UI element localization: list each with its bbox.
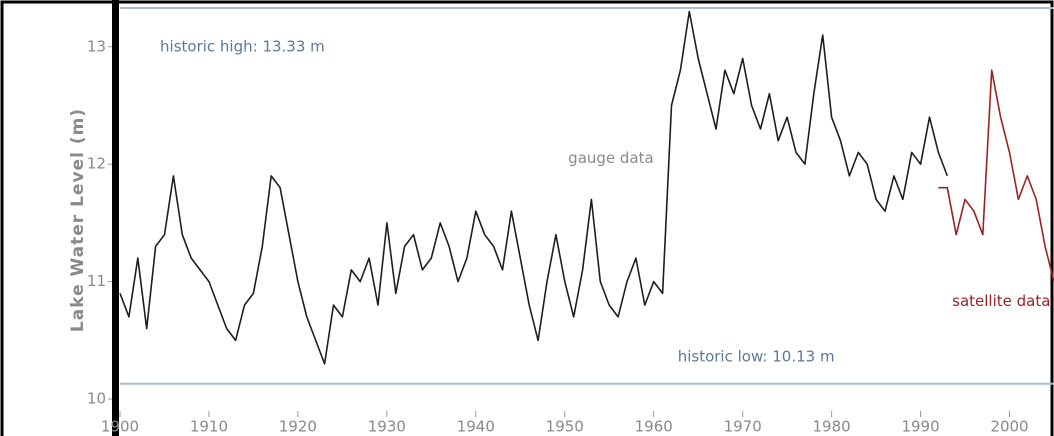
x-tick-label: 1980: [813, 418, 851, 436]
y-axis: [112, 0, 119, 436]
reference-label: historic low: 10.13 m: [678, 347, 835, 365]
series-line: [119, 10, 949, 365]
x-tick-label: 1910: [190, 418, 228, 436]
x-tick-label: 1950: [546, 418, 584, 436]
series-line: [938, 69, 1054, 282]
y-tick-label: 13: [87, 37, 106, 55]
y-tick-label: 10: [87, 390, 106, 408]
x-tick-label: 1970: [724, 418, 762, 436]
reference-label: historic high: 13.33 m: [160, 37, 325, 55]
x-tick-label: 2000: [990, 418, 1028, 436]
x-tick-label: 1990: [901, 418, 939, 436]
x-tick-label: 1940: [457, 418, 495, 436]
x-tick-label: 1960: [635, 418, 673, 436]
series-label: gauge data: [568, 149, 654, 167]
x-tick-label: 1900: [101, 418, 139, 436]
x-tick-label: 1930: [368, 418, 406, 436]
y-tick-label: 11: [87, 272, 106, 290]
x-tick-label: 1920: [279, 418, 317, 436]
series-label: satellite data: [952, 292, 1050, 310]
y-axis-title: Lake Water Level (m): [68, 108, 88, 332]
y-tick-label: 12: [87, 155, 106, 173]
